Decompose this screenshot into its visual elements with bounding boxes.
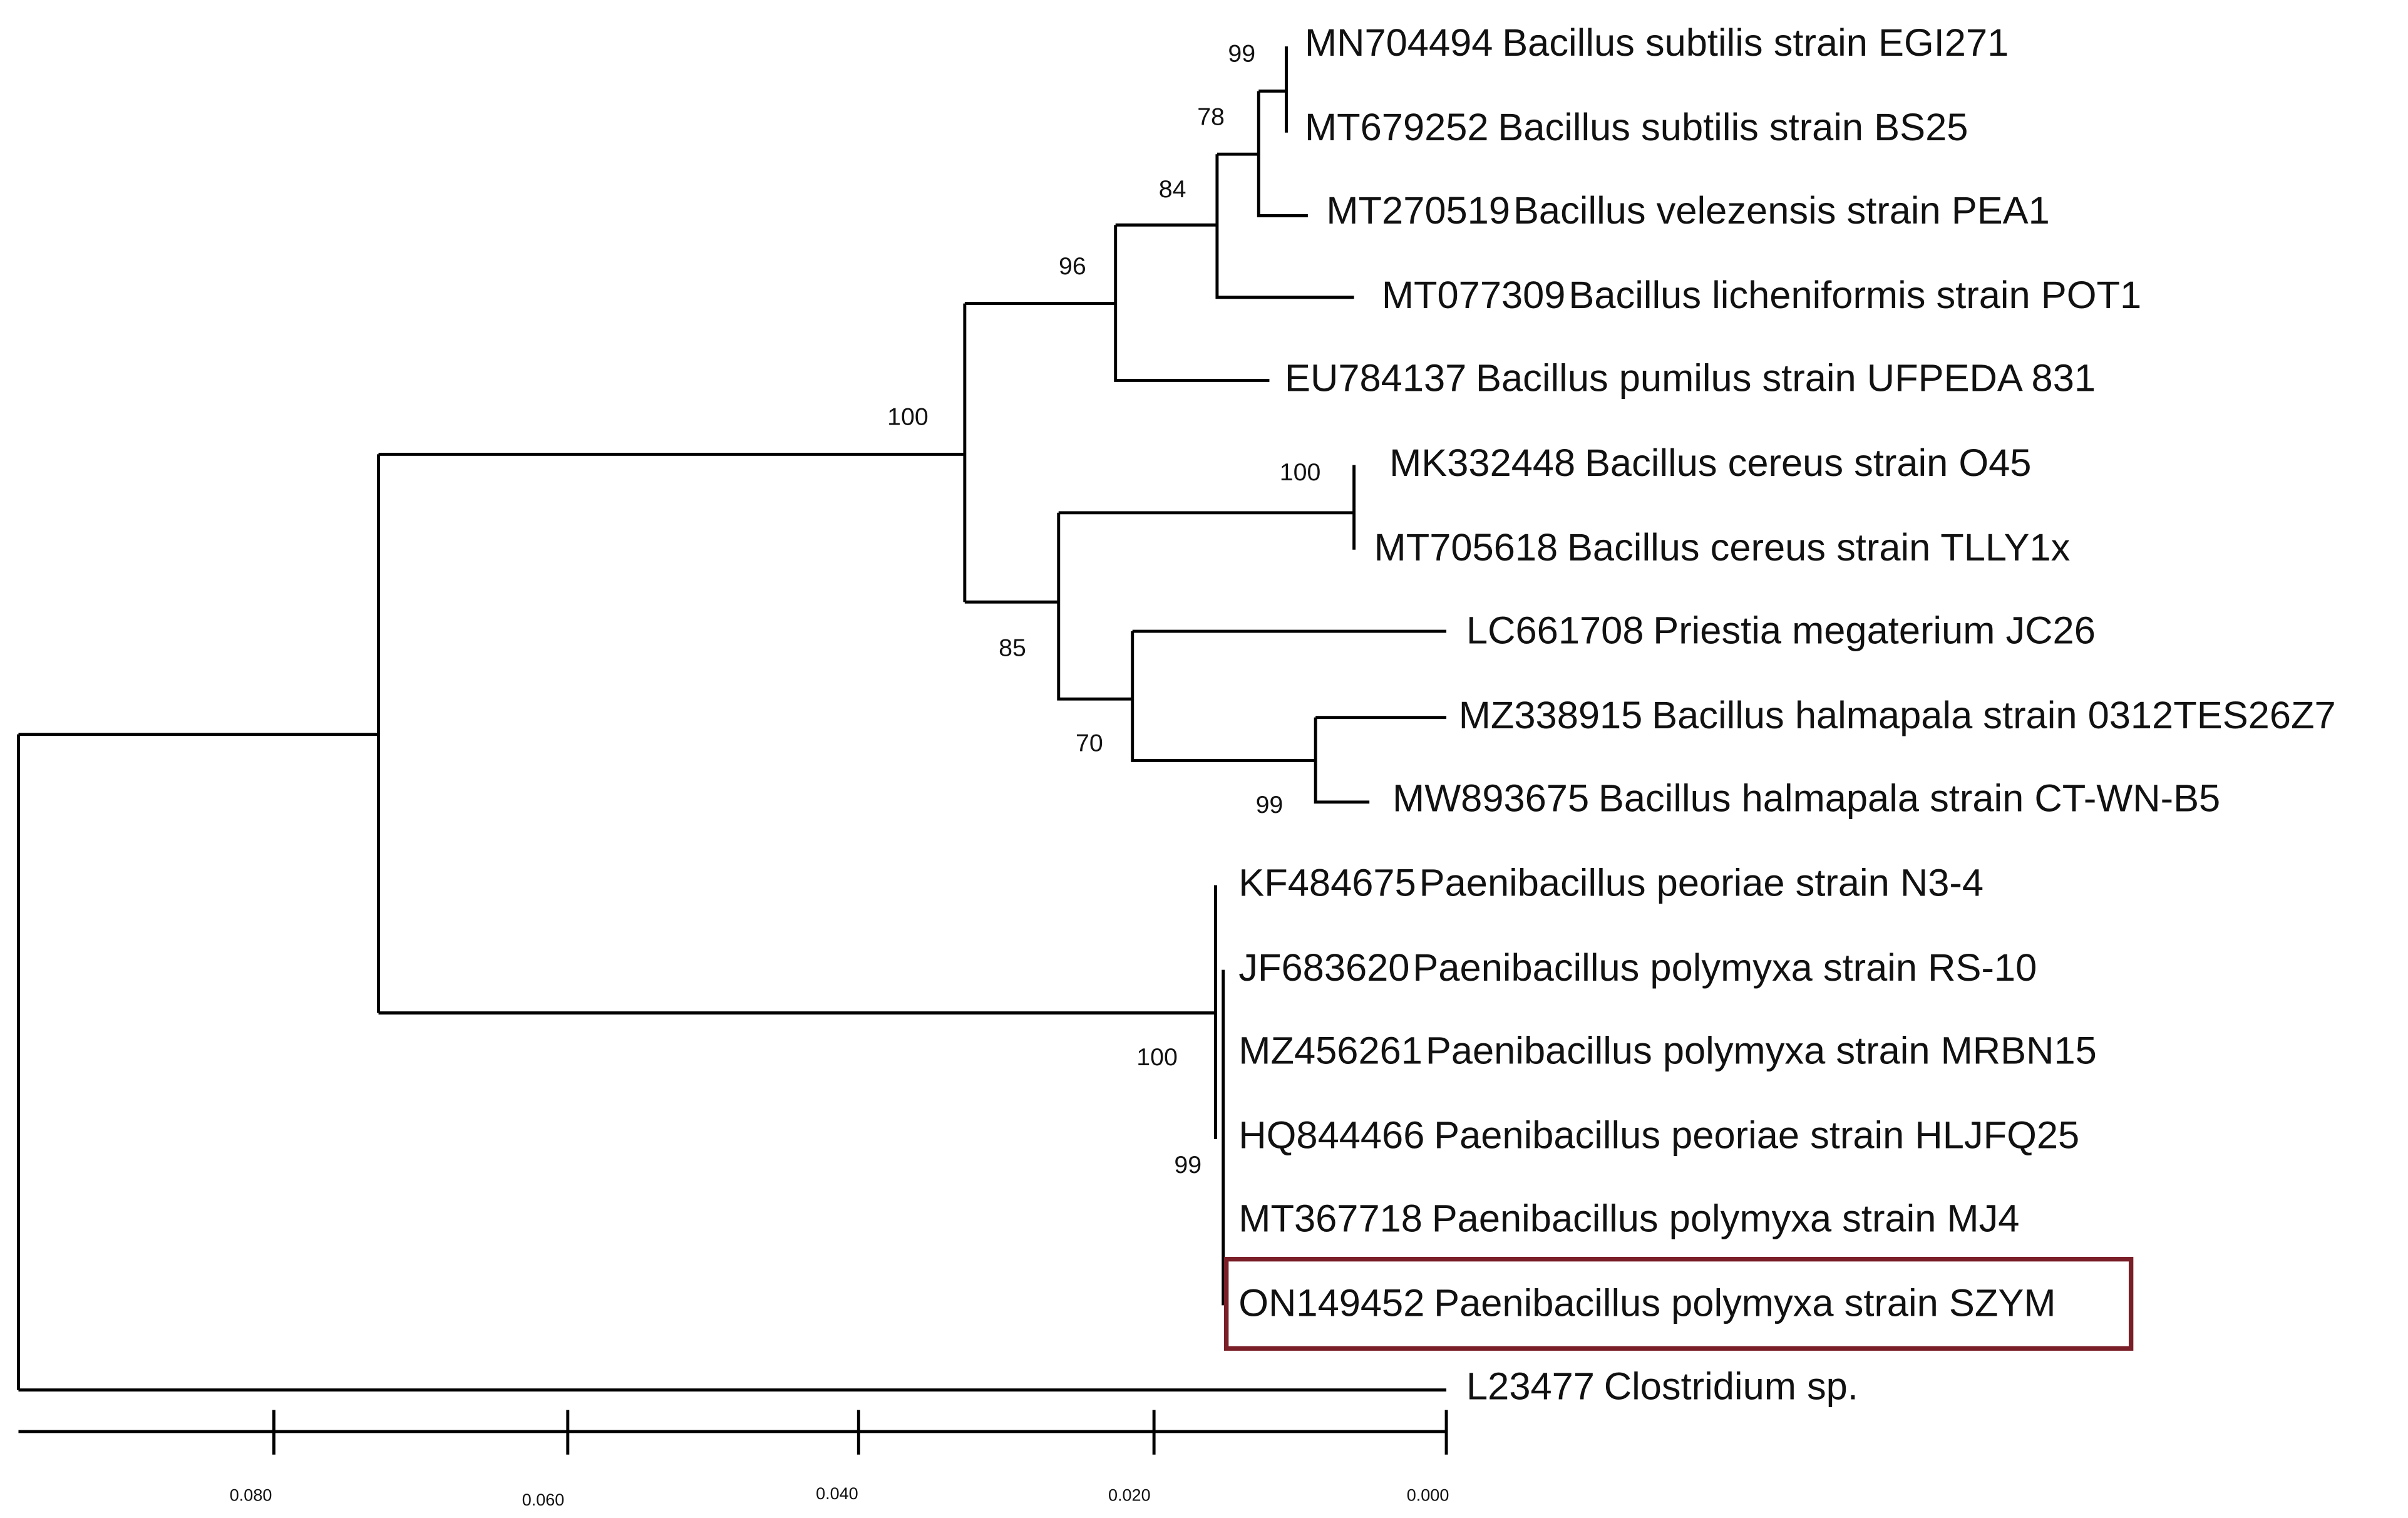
- accession: L23477: [1466, 1365, 1595, 1408]
- accession: MZ338915: [1459, 694, 1643, 737]
- branches: [17, 46, 1447, 1392]
- species: Bacillus pumilus strain UFPEDA 831: [1476, 357, 2096, 400]
- scale-tick-label: 0.060: [522, 1490, 565, 1509]
- species: Bacillus halmapala strain 0312TES26Z7: [1652, 694, 2336, 737]
- species: Bacillus cereus strain TLLY1x: [1567, 526, 2071, 569]
- species: Paenibacillus polymyxa strain MRBN15: [1426, 1030, 2097, 1073]
- bootstrap-value: 96: [1059, 252, 1086, 280]
- species: Bacillus halmapala strain CT-WN-B5: [1598, 777, 2220, 820]
- branch: [1314, 717, 1370, 804]
- bootstrap-value: 70: [1076, 730, 1103, 757]
- accession: MT705618: [1374, 526, 1558, 569]
- bootstrap-value: 100: [1136, 1043, 1178, 1071]
- species: Paenibacillus peoriae strain HLJFQ25: [1434, 1114, 2079, 1157]
- scale-tick-label: 0.020: [1108, 1486, 1151, 1505]
- species: Bacillus licheniformis strain POT1: [1568, 274, 2141, 317]
- accession: MT679252: [1305, 106, 1489, 149]
- accession: MT270519: [1326, 189, 1510, 232]
- taxon-label: MT679252 Bacillus subtilis strain BS25: [1305, 106, 1968, 149]
- accession: KF484675: [1238, 862, 1416, 905]
- taxon-label: MK332448 Bacillus cereus strain O45: [1389, 441, 2031, 485]
- highlight-box: [1223, 1257, 2134, 1351]
- species: Paenibacillus polymyxa strain MJ4: [1432, 1197, 2020, 1240]
- scale-tick-label: 0.080: [230, 1486, 272, 1505]
- branch: [1257, 91, 1308, 217]
- bootstrap-value: 84: [1159, 175, 1186, 203]
- accession: ON149452: [1238, 1282, 1424, 1325]
- species: Bacillus subtilis strain BS25: [1498, 106, 1968, 149]
- scale-bar: 0.080 0.060 0.040 0.020 0.000: [18, 1410, 1449, 1509]
- bootstrap-value: 85: [999, 634, 1026, 661]
- taxon-label: MW893675 Bacillus halmapala strain CT-WN-…: [1392, 777, 2220, 820]
- species: Paenibacillus peoriae strain N3-4: [1419, 862, 1984, 905]
- species: Bacillus velezensis strain PEA1: [1513, 189, 2050, 232]
- taxon-label: MZ338915 Bacillus halmapala strain 0312TE…: [1459, 694, 2336, 737]
- taxon-label: MT077309 Bacillus licheniformis strain PO…: [1382, 274, 2141, 317]
- accession: MT077309: [1382, 274, 1566, 317]
- accession: HQ844466: [1238, 1114, 1424, 1157]
- accession: JF683620: [1238, 946, 1409, 989]
- scale-tick-label: 0.040: [816, 1484, 858, 1503]
- bootstrap-value: 100: [1280, 458, 1321, 486]
- taxon-label: LC661708 Priestia megaterium JC26: [1466, 609, 2096, 653]
- taxon-label: ON149452 Paenibacillus polymyxa strain SZ…: [1238, 1282, 2056, 1325]
- accession: LC661708: [1466, 609, 1644, 653]
- taxon-label: EU784137 Bacillus pumilus strain UFPEDA 8…: [1285, 357, 2096, 400]
- species: Paenibacillus polymyxa strain RS-10: [1412, 946, 2037, 989]
- taxon-label: JF683620 Paenibacillus polymyxa strain RS…: [1238, 946, 2037, 989]
- taxon-label: MT367718 Paenibacillus polymyxa strain MJ…: [1238, 1197, 2019, 1240]
- taxon-label: MT705618 Bacillus cereus strain TLLY1x: [1374, 526, 2071, 569]
- branch: [1057, 512, 1133, 701]
- bootstrap-value: 99: [1256, 791, 1284, 818]
- species: Priestia megaterium JC26: [1653, 609, 2096, 653]
- taxon-label: MN704494 Bacillus subtilis strain EGI271: [1305, 21, 2009, 65]
- taxon-label: KF484675 Paenibacillus peoriae strain N3-…: [1238, 862, 1984, 905]
- accession: MZ456261: [1238, 1030, 1423, 1073]
- accession: MK332448: [1389, 441, 1575, 485]
- branch: [1131, 631, 1316, 762]
- accession: MT367718: [1238, 1197, 1423, 1240]
- taxon-label: MT270519 Bacillus velezensis strain PEA1: [1326, 189, 2049, 232]
- bootstrap-value: 78: [1197, 103, 1225, 131]
- bootstrap-value: 99: [1228, 40, 1255, 68]
- taxon-label: MZ456261 Paenibacillus polymyxa strain MR…: [1238, 1030, 2096, 1073]
- species: Paenibacillus polymyxa strain SZYM: [1434, 1282, 2056, 1325]
- branch: [1114, 225, 1270, 382]
- accession: MN704494: [1305, 21, 1493, 65]
- accession: EU784137: [1285, 357, 1466, 400]
- species: Bacillus cereus strain O45: [1585, 441, 2031, 485]
- scale-tick-label: 0.000: [1407, 1486, 1449, 1505]
- bootstrap-value: 99: [1174, 1151, 1201, 1179]
- taxon-label: HQ844466 Paenibacillus peoriae strain HLJ…: [1238, 1114, 2079, 1157]
- bootstrap-value: 100: [887, 403, 929, 431]
- species: Bacillus subtilis strain EGI271: [1502, 21, 2009, 65]
- taxon-label: L23477 Clostridium sp.: [1466, 1365, 1858, 1408]
- branch: [1215, 154, 1354, 299]
- accession: MW893675: [1392, 777, 1589, 820]
- species: Clostridium sp.: [1604, 1365, 1858, 1408]
